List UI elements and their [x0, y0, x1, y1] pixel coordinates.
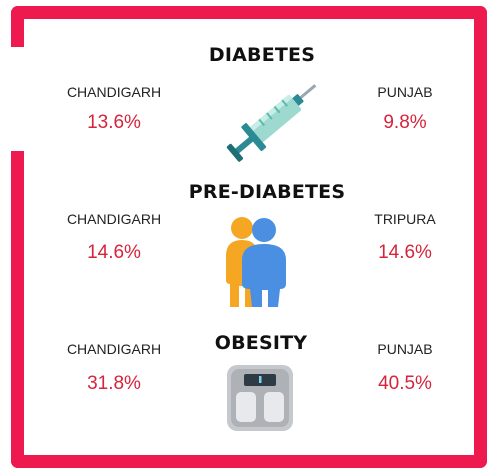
left-region-label: CHANDIGARH: [66, 84, 162, 100]
section-title: OBESITY: [214, 332, 308, 354]
section-title: DIABETES: [208, 44, 316, 66]
right-region-value: 14.6%: [378, 242, 432, 263]
left-region-value: 13.6%: [87, 112, 141, 133]
frame-border-top: [11, 6, 487, 19]
frame-border-bottom: [11, 455, 487, 468]
left-region-value: 31.8%: [87, 373, 141, 394]
section-title: PRE-DIABETES: [188, 181, 346, 203]
right-region-value: 9.8%: [383, 112, 427, 133]
right-region-value: 40.5%: [378, 373, 432, 394]
right-region-label: PUNJAB: [377, 341, 433, 357]
frame-border-left-lower: [11, 151, 24, 468]
left-region-value: 14.6%: [87, 242, 141, 263]
syringe-icon: [226, 84, 317, 162]
overweight-people-icon: [226, 217, 286, 307]
right-region-label: TRIPURA: [374, 211, 436, 227]
left-region-label: CHANDIGARH: [66, 341, 162, 357]
frame-border-right: [474, 6, 487, 468]
frame-border-left-upper: [11, 6, 24, 47]
weighing-scale-icon: [227, 365, 293, 431]
right-region-label: PUNJAB: [377, 84, 433, 100]
left-region-label: CHANDIGARH: [66, 211, 162, 227]
